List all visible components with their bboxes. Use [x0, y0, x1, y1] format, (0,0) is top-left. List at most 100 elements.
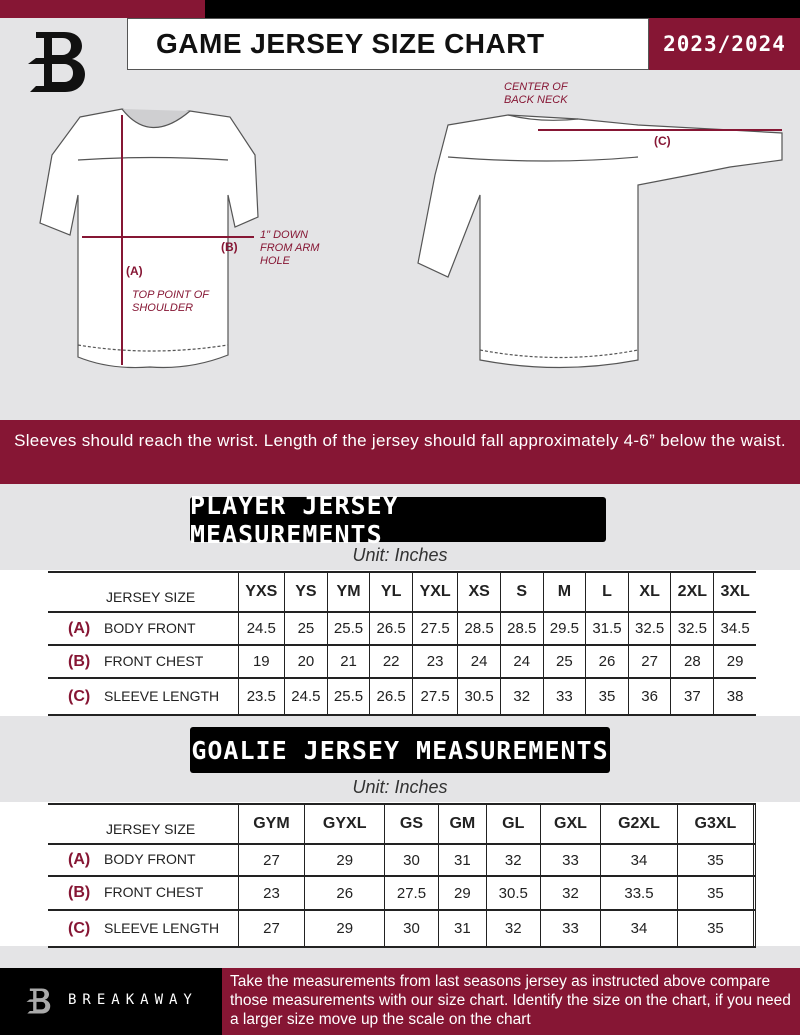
size-header: JERSEY SIZE [48, 571, 239, 613]
size-col: XS [457, 571, 501, 613]
table-cell: 35 [676, 909, 755, 948]
table-cell [753, 909, 756, 948]
table-cell: 27.5 [411, 611, 459, 646]
center-back-neck-note: CENTER OF BACK NECK [504, 81, 568, 106]
table-cell: 35 [585, 677, 629, 716]
table-cell: 26 [585, 644, 629, 679]
table-cell: 36 [627, 677, 672, 716]
table-cell: 32 [539, 875, 602, 911]
arm-hole-note: 1" DOWN FROM ARM HOLE [260, 229, 320, 267]
table-cell: 27.5 [384, 875, 439, 911]
row-label: BODY FRONT [104, 851, 196, 867]
table-cell: 35 [676, 843, 755, 877]
table-cell: 25 [284, 611, 328, 646]
table-cell: 34 [600, 909, 678, 948]
table-row: (A) BODY FRONT 24.5 25 25.5 26.5 27.5 28.5 28.5… [48, 611, 756, 646]
table-row: (C) SLEEVE LENGTH 23.5 24.5 25.5 26.5 27.5 30.… [48, 677, 756, 716]
table-cell [753, 875, 756, 911]
table-cell: 29 [304, 909, 385, 948]
size-col: G2XL [600, 803, 678, 845]
front-jersey-icon [39, 108, 259, 369]
table-header-row: JERSEY SIZE GYM GYXL GS GM GL GXL G2XL G3XL [48, 803, 756, 845]
size-col [753, 803, 756, 845]
player-section-title: PLAYER JERSEY MEASUREMENTS [190, 491, 606, 549]
table-cell: 27 [627, 644, 672, 679]
table-cell: (B) FRONT CHEST [48, 644, 238, 679]
label-a: (A) [126, 264, 143, 278]
size-col: M [542, 571, 587, 613]
size-col: YL [369, 571, 413, 613]
table-cell: 24.5 [284, 677, 328, 716]
row-label: BODY FRONT [104, 619, 196, 636]
table-cell: 35 [676, 875, 755, 911]
table-cell: 23.5 [237, 677, 286, 716]
table-cell: 22 [369, 644, 413, 679]
table-cell: 28 [670, 644, 715, 679]
table-cell: 32 [485, 909, 541, 948]
table-cell: 30.5 [485, 875, 541, 911]
row-code: (A) [68, 619, 91, 637]
top-bar [205, 0, 800, 18]
size-col: YS [284, 571, 328, 613]
row-label: SLEEVE LENGTH [104, 687, 220, 704]
table-row: (A) BODY FRONT 27 29 30 31 32 33 34 35 [48, 843, 756, 877]
jersey-diagram [39, 108, 783, 369]
table-cell: 38 [713, 677, 756, 716]
row-label: FRONT CHEST [104, 652, 204, 669]
size-col: GXL [539, 803, 602, 845]
row-code: (B) [68, 652, 91, 670]
player-unit: Unit: Inches [352, 545, 448, 565]
size-col: GYM [237, 803, 306, 845]
table-cell: 24.5 [237, 611, 286, 646]
table-cell: 26 [304, 875, 385, 911]
size-col: XL [627, 571, 672, 613]
table-cell: 32 [499, 677, 544, 716]
table-cell: 27 [237, 909, 306, 948]
size-col: GM [437, 803, 487, 845]
season-badge: 2023/2024 [649, 18, 800, 70]
table-cell: 32.5 [670, 611, 715, 646]
table-cell: 37 [670, 677, 715, 716]
row-code: (C) [68, 687, 91, 705]
goalie-section-title: GOALIE JERSEY MEASUREMENTS [190, 727, 610, 773]
table-cell: 29 [713, 644, 756, 679]
table-cell: 26.5 [369, 677, 413, 716]
table-cell: 25.5 [326, 611, 371, 646]
label-b: (B) [221, 240, 238, 254]
table-cell: 28.5 [499, 611, 544, 646]
row-label: FRONT CHEST [104, 884, 204, 900]
size-col: 3XL [713, 571, 756, 613]
player-table: JERSEY SIZE YXS YS YM YL YXL XS S M L XL 2XL 3XL (A… [48, 571, 756, 716]
table-cell: 23 [411, 644, 459, 679]
size-col: GL [485, 803, 541, 845]
table-cell: 27.5 [411, 677, 459, 716]
breakaway-logo-small-icon [26, 988, 51, 1014]
goalie-unit: Unit: Inches [352, 777, 448, 797]
table-cell: 33.5 [600, 875, 678, 911]
size-col: YM [326, 571, 371, 613]
top-bar-accent [0, 0, 205, 18]
table-cell: 32.5 [627, 611, 672, 646]
instructions-banner: Sleeves should reach the wrist. Length o… [0, 420, 800, 484]
table-cell: (C) SLEEVE LENGTH [48, 677, 238, 716]
table-cell: 24 [457, 644, 501, 679]
table-cell: (B) FRONT CHEST [48, 875, 238, 911]
footer-brand: BREAKAWAY [0, 968, 222, 1035]
size-col: YXS [237, 571, 286, 613]
size-header: JERSEY SIZE [48, 803, 239, 845]
table-cell: 25.5 [326, 677, 371, 716]
table-cell: 31 [437, 843, 487, 877]
page-title: GAME JERSEY SIZE CHART [127, 18, 649, 70]
table-cell: 33 [542, 677, 587, 716]
label-c: (C) [654, 134, 671, 148]
size-col: GYXL [304, 803, 385, 845]
shoulder-note: TOP POINT OF SHOULDER [132, 289, 209, 314]
table-cell: 29.5 [542, 611, 587, 646]
table-cell: 28.5 [457, 611, 501, 646]
footer-instructions: Take the measurements from last seasons … [222, 968, 800, 1035]
size-col: YXL [411, 571, 459, 613]
table-cell: 29 [304, 843, 385, 877]
table-cell: 29 [437, 875, 487, 911]
table-cell: 25 [542, 644, 587, 679]
size-col: G3XL [676, 803, 755, 845]
